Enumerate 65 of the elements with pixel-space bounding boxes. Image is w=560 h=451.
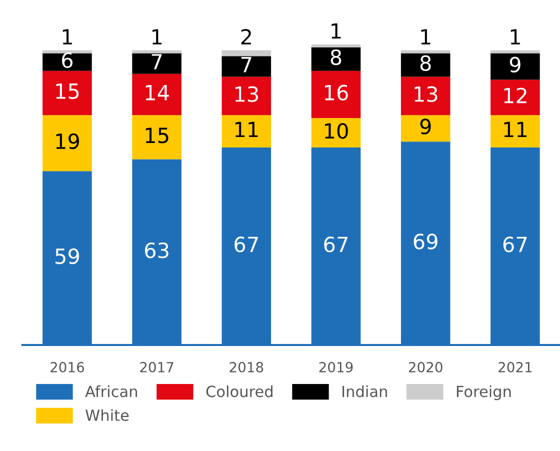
data-label: 10 <box>325 123 348 139</box>
legend-label: White <box>86 409 129 422</box>
x-tick-label: 2017 <box>140 362 174 372</box>
bar <box>42 50 92 54</box>
bar <box>400 76 450 116</box>
bar <box>400 50 450 54</box>
data-label: 11 <box>504 122 527 138</box>
data-label: 6 <box>62 52 73 68</box>
data-label: 1 <box>152 29 162 44</box>
data-label: 11 <box>235 122 258 138</box>
data-label: 9 <box>510 56 520 72</box>
data-label: 8 <box>330 49 342 66</box>
bar <box>42 70 92 116</box>
data-label: 59 <box>56 248 79 264</box>
bar <box>132 50 182 54</box>
data-label: 1 <box>332 23 341 39</box>
data-label: 67 <box>503 236 527 252</box>
data-label: 12 <box>504 88 526 104</box>
bar <box>132 115 182 160</box>
legend-label: African <box>85 385 137 398</box>
bar <box>490 80 540 116</box>
data-label: 19 <box>56 133 79 150</box>
data-label: 13 <box>414 86 438 102</box>
data-label: 15 <box>56 84 79 100</box>
data-label: 15 <box>146 128 168 144</box>
bar <box>311 47 361 71</box>
bar <box>222 115 272 148</box>
x-tick-label: 2019 <box>319 362 353 372</box>
data-label: 16 <box>325 84 348 101</box>
data-label: 2 <box>241 28 251 44</box>
bar <box>132 74 182 116</box>
data-label: 1 <box>510 29 520 44</box>
bar <box>222 76 272 116</box>
data-label: 67 <box>234 236 258 252</box>
x-tick-label: 2018 <box>230 362 264 372</box>
data-label: 14 <box>146 85 169 100</box>
x-tick-label: 2016 <box>50 362 84 372</box>
data-label: 7 <box>152 54 162 70</box>
bar <box>132 53 182 74</box>
bar <box>490 115 540 148</box>
bar <box>311 118 361 148</box>
data-label: 1 <box>421 29 430 44</box>
bar <box>311 44 361 48</box>
legend-label: Coloured <box>206 385 272 398</box>
x-tick-label: 2020 <box>408 362 442 372</box>
legend-label: Foreign <box>456 385 511 400</box>
x-tick-label: 2021 <box>498 362 532 372</box>
data-label: 9 <box>420 118 431 134</box>
bar <box>400 115 450 142</box>
bar <box>490 53 540 80</box>
data-label: 67 <box>324 236 348 252</box>
data-label: 13 <box>235 86 258 102</box>
bar <box>490 50 540 54</box>
bar <box>400 53 450 77</box>
bar <box>42 115 92 172</box>
data-label: 1 <box>62 29 72 44</box>
data-label: 69 <box>414 234 438 250</box>
data-label: 7 <box>241 57 252 72</box>
bar <box>311 70 361 118</box>
bar <box>222 50 272 56</box>
bar <box>42 53 92 71</box>
data-label: 8 <box>420 55 431 72</box>
data-label: 63 <box>145 242 168 258</box>
bar <box>222 56 272 77</box>
legend-label: Indian <box>342 385 387 398</box>
